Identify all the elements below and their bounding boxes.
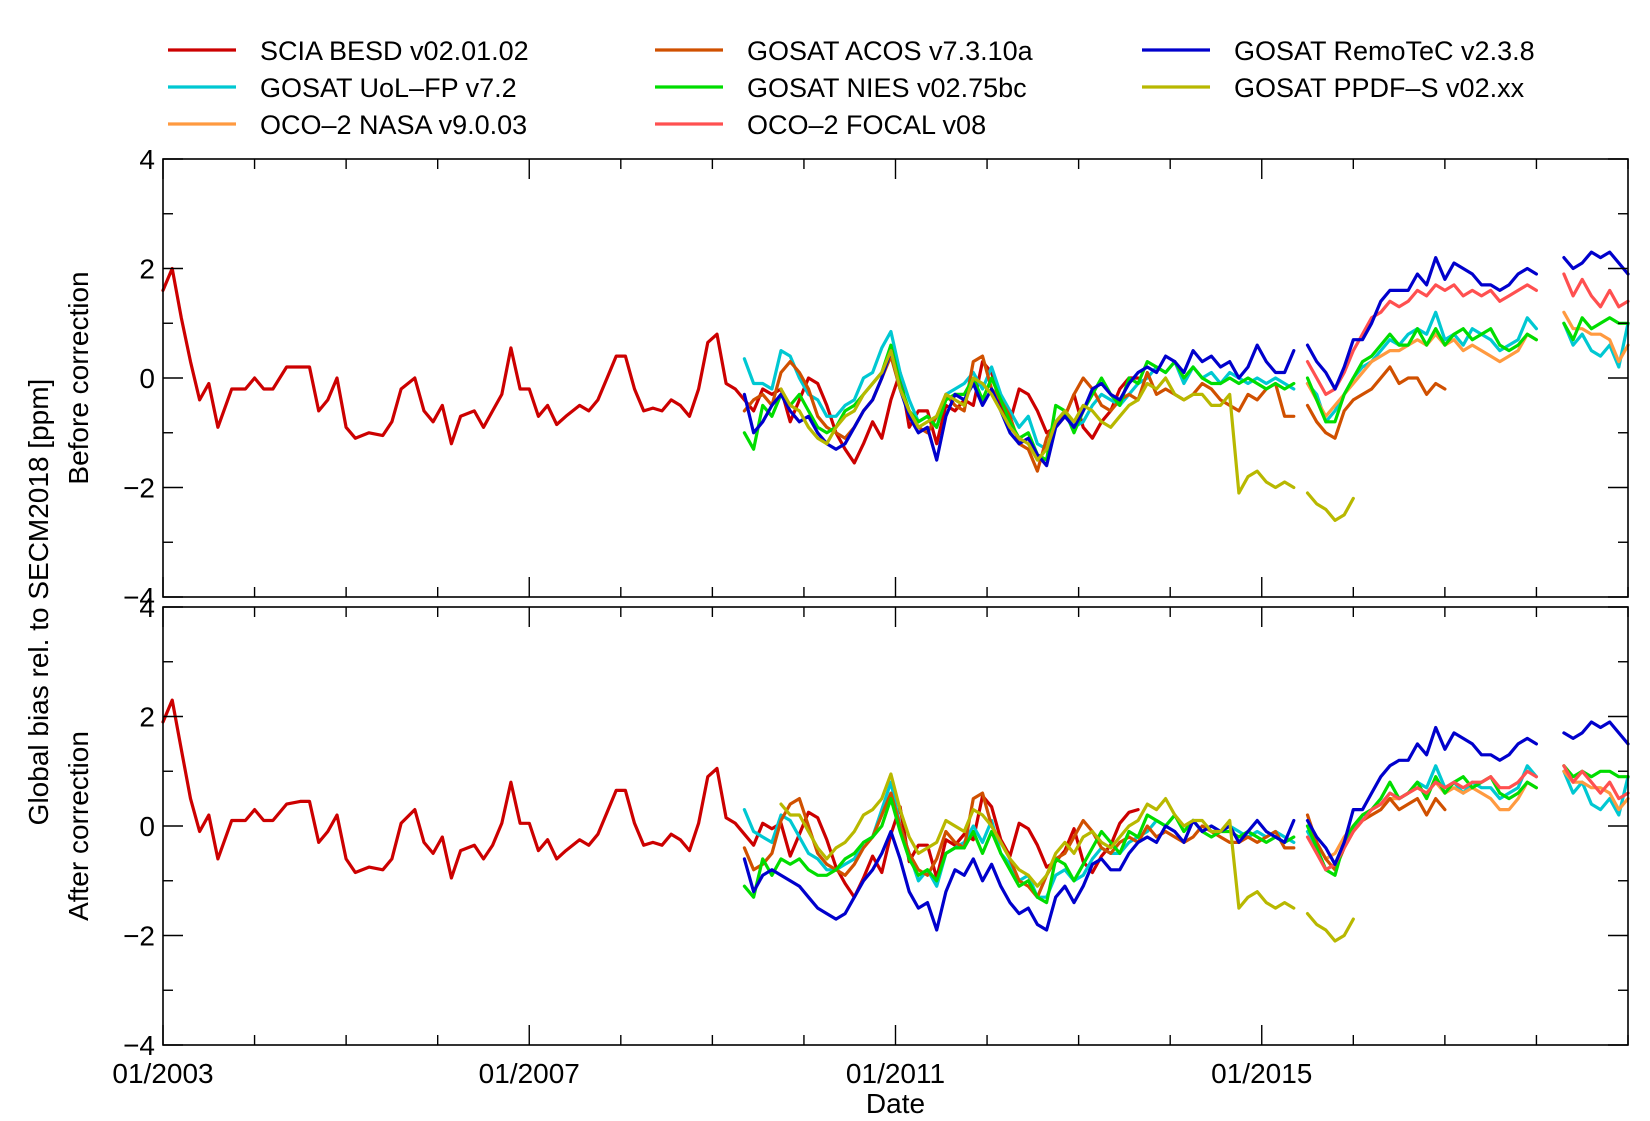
y-tick-label-before-correction-0: 0 xyxy=(139,363,155,394)
x-tick-labels: 01/2003 01/2007 01/2011 01/2015 xyxy=(112,1058,1312,1089)
series-before-correction-oco-2-nasa-v9-0-03-seg1 xyxy=(1562,310,1630,364)
legend-item-gosat-uol-fp-v7-2: GOSAT UoL–FP v7.2 xyxy=(168,73,517,103)
series-before-correction-gosat-remotec-v2-3-8-seg1 xyxy=(1305,256,1539,391)
series-after-correction-oco-2-focal-v08-seg0 xyxy=(1305,769,1539,872)
series-before-correction-gosat-nies-v02-75bc-seg1 xyxy=(1305,327,1539,424)
panel-after-correction-series xyxy=(161,698,1630,943)
panel-before-correction-ylabel: Before correction xyxy=(63,271,94,484)
legend-label-oco-2-nasa-v9-0-03: OCO–2 NASA v9.0.03 xyxy=(260,110,527,140)
panel-after-correction-ylabel: After correction xyxy=(63,731,94,921)
series-before-correction-gosat-acos-v7-3-10a-seg1 xyxy=(1305,365,1447,440)
panel-after-correction: 4 2 0 −2 −4 After correction xyxy=(63,592,1630,1061)
series-before-correction-gosat-remotec-v2-3-8-seg2 xyxy=(1562,250,1630,276)
series-after-correction-oco-2-focal-v08-seg1 xyxy=(1562,764,1630,801)
legend-label-gosat-uol-fp-v7-2: GOSAT UoL–FP v7.2 xyxy=(260,73,517,103)
shared-y-axis-label: Global bias rel. to SECM2018 [ppm] xyxy=(23,379,54,826)
series-after-correction-gosat-remotec-v2-3-8-seg1 xyxy=(1305,725,1539,866)
x-tick-label-01-2015: 01/2015 xyxy=(1211,1058,1312,1089)
chart-legend: SCIA BESD v02.01.02 GOSAT UoL–FP v7.2 OCO–… xyxy=(168,36,1535,140)
series-after-correction-gosat-ppdf-s-v02-xx-seg1 xyxy=(1305,911,1355,943)
panel-before-correction-ticks: 4 2 0 −2 −4 xyxy=(123,144,1629,613)
legend-item-oco-2-nasa-v9-0-03: OCO–2 NASA v9.0.03 xyxy=(168,110,527,140)
series-before-correction-gosat-ppdf-s-v02-xx-seg0 xyxy=(779,349,1296,495)
panel-after-correction-frame xyxy=(162,606,1629,1046)
series-before-correction-gosat-uol-fp-v7-2-seg2 xyxy=(1562,321,1630,369)
series-before-correction-gosat-remotec-v2-3-8-seg0 xyxy=(742,343,1296,468)
legend-label-gosat-ppdf-s-v02-xx: GOSAT PPDF–S v02.xx xyxy=(1234,73,1525,103)
series-after-correction-gosat-ppdf-s-v02-xx-seg0 xyxy=(779,772,1296,910)
y-tick-label-before-correction--2: −2 xyxy=(123,473,155,504)
y-tick-label-after-correction-0: 0 xyxy=(139,811,155,842)
panel-before-correction: 4 2 0 −2 −4 Before correction xyxy=(63,144,1630,613)
series-before-correction-gosat-ppdf-s-v02-xx-seg1 xyxy=(1305,491,1355,523)
legend-item-gosat-ppdf-s-v02-xx: GOSAT PPDF–S v02.xx xyxy=(1142,73,1525,103)
x-tick-label-01-2011: 01/2011 xyxy=(846,1058,945,1089)
legend-item-gosat-nies-v02-75bc: GOSAT NIES v02.75bc xyxy=(655,73,1027,103)
legend-item-gosat-acos-v7-3-10a: GOSAT ACOS v7.3.10a xyxy=(655,36,1034,66)
legend-label-scia-besd-v02-01-02: SCIA BESD v02.01.02 xyxy=(260,36,529,66)
panel-before-correction-series xyxy=(161,250,1630,523)
legend-label-gosat-acos-v7-3-10a: GOSAT ACOS v7.3.10a xyxy=(747,36,1034,66)
y-tick-label-after-correction-2: 2 xyxy=(139,702,155,733)
y-tick-label-before-correction--4: −4 xyxy=(123,582,155,613)
y-tick-label-before-correction-4: 4 xyxy=(139,144,155,175)
series-before-correction-gosat-nies-v02-75bc-seg2 xyxy=(1562,316,1630,342)
series-after-correction-gosat-uol-fp-v7-2-seg2 xyxy=(1562,769,1630,817)
series-after-correction-gosat-acos-v7-3-10a-seg0 xyxy=(742,791,1296,899)
legend-item-oco-2-focal-v08: OCO–2 FOCAL v08 xyxy=(655,110,986,140)
series-before-correction-oco-2-focal-v08-seg1 xyxy=(1562,272,1630,309)
x-tick-label-01-2003: 01/2003 xyxy=(112,1058,213,1089)
legend-label-oco-2-focal-v08: OCO–2 FOCAL v08 xyxy=(747,110,986,140)
x-tick-label-01-2007: 01/2007 xyxy=(479,1058,580,1089)
series-after-correction-gosat-remotec-v2-3-8-seg2 xyxy=(1562,720,1630,746)
x-axis-label: Date xyxy=(866,1088,925,1119)
legend-item-scia-besd-v02-01-02: SCIA BESD v02.01.02 xyxy=(168,36,529,66)
legend-label-gosat-remotec-v2-3-8: GOSAT RemoTeC v2.3.8 xyxy=(1234,36,1535,66)
y-tick-label-after-correction--4: −4 xyxy=(123,1030,155,1061)
series-after-correction-gosat-remotec-v2-3-8-seg0 xyxy=(742,818,1296,932)
y-tick-label-after-correction--2: −2 xyxy=(123,921,155,952)
legend-label-gosat-nies-v02-75bc: GOSAT NIES v02.75bc xyxy=(747,73,1027,103)
series-before-correction-oco-2-focal-v08-seg0 xyxy=(1305,283,1539,396)
panel-after-correction-ticks: 4 2 0 −2 −4 xyxy=(123,592,1629,1061)
series-after-correction-gosat-acos-v7-3-10a-seg1 xyxy=(1305,796,1447,872)
series-after-correction-gosat-nies-v02-75bc-seg0 xyxy=(742,796,1296,905)
y-tick-label-after-correction-4: 4 xyxy=(139,592,155,623)
series-after-correction-gosat-nies-v02-75bc-seg2 xyxy=(1562,764,1630,779)
y-tick-label-before-correction-2: 2 xyxy=(139,254,155,285)
legend-item-gosat-remotec-v2-3-8: GOSAT RemoTeC v2.3.8 xyxy=(1142,36,1535,66)
